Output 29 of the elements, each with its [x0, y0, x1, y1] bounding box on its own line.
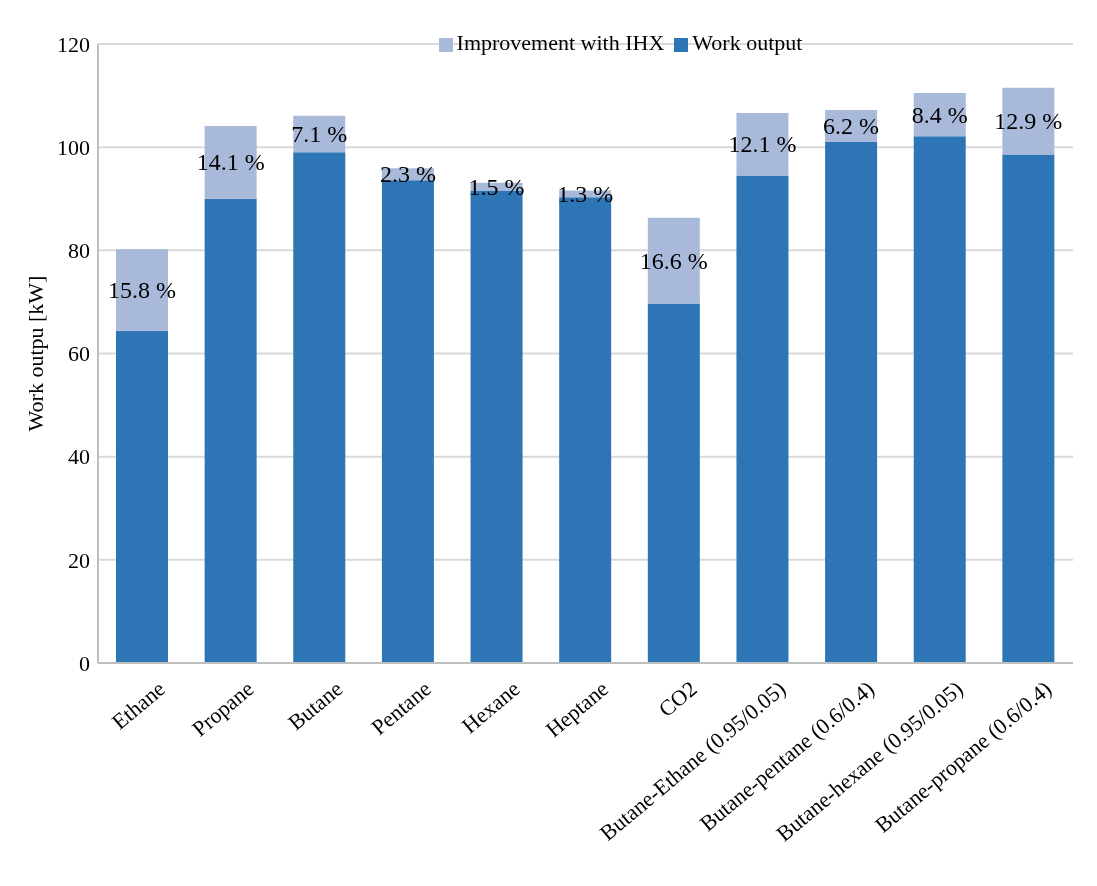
- y-tick-label: 120: [57, 31, 90, 57]
- bar: [381, 180, 434, 663]
- legend-label: Improvement with IHX: [456, 30, 665, 55]
- bar: [647, 303, 700, 663]
- bar: [1002, 154, 1055, 663]
- y-axis-title: Work outpu [kW]: [22, 275, 48, 432]
- data-label: 7.1 %: [291, 121, 348, 148]
- legend-label: Work output: [692, 30, 803, 55]
- bar: [116, 330, 168, 663]
- data-label: 12.1 %: [728, 131, 797, 158]
- y-tick-label: 100: [57, 134, 90, 160]
- bar: [204, 198, 257, 663]
- data-label: 6.2 %: [823, 113, 880, 140]
- data-label: 8.4 %: [911, 101, 968, 128]
- bar: [825, 142, 878, 663]
- y-tick-label: 80: [68, 238, 90, 264]
- x-tick-label: CO2: [653, 675, 702, 722]
- bar: [913, 136, 966, 663]
- bar: [293, 152, 346, 663]
- data-label: 2.3 %: [379, 161, 436, 188]
- y-tick-label: 60: [68, 341, 90, 367]
- data-label: 14.1 %: [196, 149, 265, 176]
- data-label: 12.9 %: [994, 108, 1063, 135]
- y-tick-label: 40: [68, 444, 90, 470]
- y-tick-label: 0: [79, 650, 90, 676]
- data-label: 16.6 %: [639, 247, 708, 274]
- y-tick-label: 20: [68, 547, 90, 573]
- data-label: 15.8 %: [108, 277, 176, 304]
- bar: [736, 175, 789, 663]
